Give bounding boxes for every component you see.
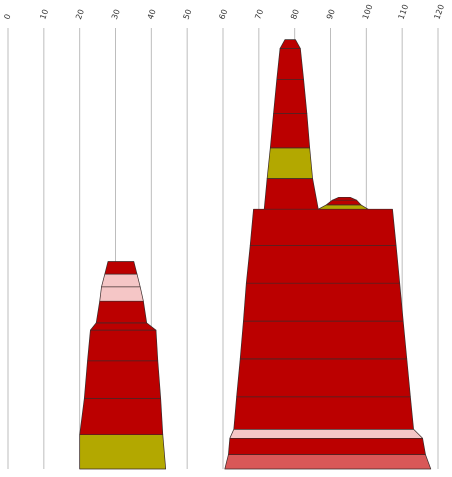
- side-mound-band-1: [317, 204, 369, 210]
- right-stack-band-8: [245, 244, 401, 284]
- x-tick-label-80: 80: [289, 8, 301, 21]
- left-stack-band-1: [79, 434, 167, 470]
- right-stack-band-9: [249, 208, 397, 246]
- x-tick-label-40: 40: [146, 8, 158, 21]
- right-stack-band-13: [273, 78, 308, 114]
- right-stack-band-10: [263, 178, 319, 210]
- right-stack-band-6: [239, 320, 408, 360]
- left-stack-band-3: [83, 360, 162, 399]
- right-stack-band-3: [229, 428, 423, 439]
- right-stack-band-11: [266, 147, 313, 179]
- x-tick-label-110: 110: [397, 3, 411, 20]
- x-tick-label-10: 10: [38, 8, 50, 21]
- left-stack-band-6: [95, 300, 148, 324]
- left-stack-band-9: [104, 261, 138, 275]
- right-stack-band-14: [276, 48, 304, 80]
- x-tick-label-20: 20: [74, 8, 86, 21]
- x-tick-labels: 0 10 20 30 40 50 60 70 80 90 100 110 120: [2, 3, 446, 20]
- x-tick-label-90: 90: [325, 8, 337, 21]
- x-tick-label-30: 30: [110, 8, 122, 21]
- right-stack-band-15: [279, 39, 301, 49]
- x-tick-label-70: 70: [253, 8, 265, 21]
- left-stack-band-2: [79, 398, 164, 436]
- area-shapes: [79, 39, 432, 470]
- x-tick-label-120: 120: [432, 3, 446, 20]
- x-tick-label-60: 60: [217, 8, 229, 21]
- left-stack-band-8: [101, 273, 141, 288]
- side-mound-band-2: [325, 199, 362, 206]
- right-stack-band-1: [224, 454, 432, 470]
- x-tick-label-0: 0: [2, 13, 12, 21]
- right-stack-band-5: [236, 358, 411, 398]
- x-tick-label-100: 100: [361, 3, 375, 20]
- left-stack-band-4: [87, 329, 159, 362]
- right-stack-band-2: [228, 437, 426, 455]
- right-stack-band-4: [233, 396, 414, 430]
- side-mound-band-3: [331, 196, 358, 201]
- left-stack-band-5: [90, 322, 157, 331]
- right-stack-band-7: [243, 282, 404, 322]
- left-stack-band-7: [99, 286, 144, 302]
- right-stack-band-12: [269, 113, 311, 149]
- x-tick-label-50: 50: [182, 8, 194, 21]
